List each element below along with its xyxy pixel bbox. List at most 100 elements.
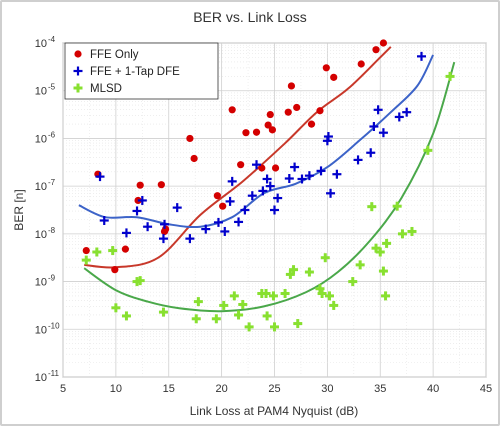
data-point-ffe-only	[213, 192, 221, 200]
data-point-mlsd	[329, 300, 339, 310]
x-tick-label: 45	[480, 383, 492, 395]
data-point-ffe-1-tap-dfe	[332, 169, 342, 179]
data-point-mlsd	[158, 307, 168, 317]
y-tick-exponent: -10	[48, 321, 60, 330]
data-point-ffe-1-tap-dfe	[99, 215, 109, 225]
y-tick-exponent: -5	[48, 83, 56, 92]
data-point-ffe-only	[264, 121, 272, 129]
data-point-mlsd	[392, 201, 402, 211]
data-point-ffe-1-tap-dfe	[290, 162, 300, 172]
y-tick-label: 10	[35, 38, 47, 50]
x-tick-label: 40	[427, 383, 439, 395]
data-point-mlsd	[407, 226, 417, 236]
grid	[62, 42, 487, 378]
data-point-ffe-1-tap-dfe	[172, 203, 182, 213]
y-tick-label: 10	[35, 86, 47, 98]
y-tick-label: 10	[35, 181, 47, 193]
data-point-mlsd	[244, 322, 254, 332]
legend-marker-ffe-only	[74, 50, 82, 58]
data-point-mlsd	[355, 260, 365, 270]
data-point-ffe-only	[111, 266, 119, 274]
data-point-mlsd	[261, 289, 271, 298]
data-point-ffe-1-tap-dfe	[95, 172, 105, 182]
data-point-ffe-only	[82, 246, 90, 255]
data-point-mlsd	[111, 303, 121, 313]
data-point-ffe-1-tap-dfe	[247, 191, 257, 201]
data-point-mlsd	[367, 202, 377, 212]
data-point-ffe-1-tap-dfe	[220, 226, 230, 236]
data-point-mlsd	[280, 289, 290, 298]
data-point-ffe-only	[379, 39, 388, 47]
data-point-mlsd	[304, 267, 314, 277]
x-tick-label: 10	[110, 383, 122, 395]
data-point-ffe-only	[252, 128, 261, 136]
data-point-ffe-only	[372, 46, 380, 54]
data-point-mlsd	[92, 247, 102, 257]
legend-marker-mlsd	[73, 83, 83, 93]
data-point-ffe-only	[186, 134, 194, 143]
data-point-ffe-1-tap-dfe	[369, 122, 379, 131]
data-point-ffe-only	[293, 103, 301, 112]
y-tick-exponent: -7	[48, 178, 56, 187]
data-point-mlsd	[375, 247, 385, 257]
data-point-ffe-only	[219, 202, 227, 210]
y-tick-label: 10	[35, 324, 47, 336]
data-point-ffe-1-tap-dfe	[258, 186, 268, 196]
data-markers	[81, 39, 455, 332]
data-point-mlsd	[378, 266, 388, 276]
data-point-ffe-1-tap-dfe	[273, 193, 283, 203]
data-point-mlsd	[315, 284, 325, 294]
data-point-mlsd	[289, 265, 299, 275]
data-point-mlsd	[324, 291, 334, 301]
data-point-mlsd	[108, 246, 118, 256]
x-tick-label: 5	[60, 383, 66, 395]
data-point-ffe-only	[357, 60, 365, 68]
legend-label-mlsd: MLSD	[90, 83, 122, 95]
data-point-ffe-only	[268, 126, 276, 134]
data-point-ffe-only	[271, 164, 280, 172]
y-tick-label: 10	[35, 372, 47, 384]
data-point-mlsd	[320, 253, 330, 263]
data-point-mlsd	[382, 238, 392, 248]
data-point-ffe-1-tap-dfe	[378, 128, 388, 138]
data-point-ffe-1-tap-dfe	[185, 234, 195, 244]
y-tick-label: 10	[35, 277, 47, 289]
data-point-ffe-1-tap-dfe	[373, 105, 383, 115]
data-point-mlsd	[381, 291, 391, 301]
data-point-ffe-1-tap-dfe	[394, 112, 404, 122]
data-point-mlsd	[445, 71, 455, 81]
chart-title: BER vs. Link Loss	[193, 9, 307, 25]
y-tick-exponent: -9	[48, 274, 56, 283]
data-point-ffe-1-tap-dfe	[270, 205, 279, 215]
y-tick-label: 10	[35, 229, 47, 241]
y-tick-label: 10	[35, 133, 47, 145]
data-point-ffe-only	[157, 181, 165, 189]
legend-marker-ffe-1-tap-dfe	[73, 66, 83, 76]
data-point-mlsd	[191, 314, 201, 324]
data-point-ffe-1-tap-dfe	[316, 166, 326, 176]
data-point-ffe-1-tap-dfe	[284, 174, 294, 184]
data-point-mlsd	[262, 311, 272, 321]
data-point-ffe-1-tap-dfe	[402, 107, 412, 117]
data-point-ffe-1-tap-dfe	[158, 234, 168, 244]
data-point-ffe-1-tap-dfe	[304, 171, 314, 181]
data-point-ffe-1-tap-dfe	[213, 217, 223, 227]
data-point-ffe-1-tap-dfe	[227, 176, 237, 186]
legend-label-ffe-only: FFE Only	[90, 49, 139, 61]
data-point-ffe-only	[228, 106, 236, 114]
trend-line-mlsd	[83, 61, 456, 313]
data-point-ffe-only	[258, 164, 266, 172]
data-point-ffe-only	[237, 161, 245, 169]
data-point-ffe-only	[316, 107, 324, 115]
data-point-mlsd	[397, 229, 407, 239]
data-point-ffe-1-tap-dfe	[234, 217, 244, 227]
data-point-mlsd	[317, 289, 327, 298]
data-point-mlsd	[121, 311, 131, 321]
data-point-ffe-1-tap-dfe	[137, 195, 147, 205]
data-point-ffe-only	[322, 64, 330, 72]
data-point-mlsd	[229, 291, 239, 301]
x-axis-title: Link Loss at PAM4 Nyquist (dB)	[190, 404, 359, 418]
data-point-ffe-1-tap-dfe	[143, 222, 153, 232]
y-tick-exponent: -4	[48, 35, 56, 44]
